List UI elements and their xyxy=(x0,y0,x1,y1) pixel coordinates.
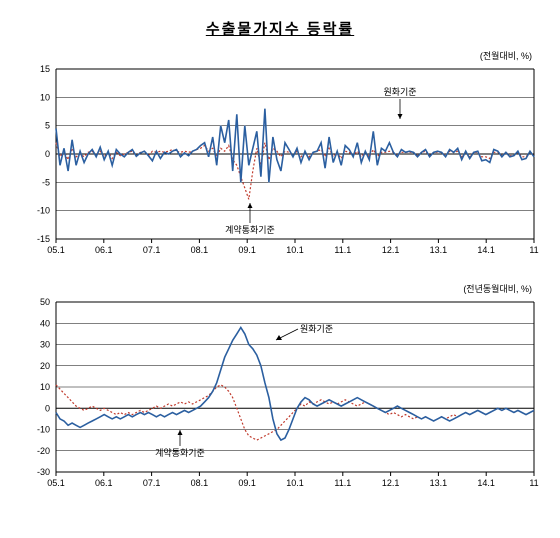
svg-text:계약통화기준: 계약통화기준 xyxy=(225,224,275,235)
svg-text:20: 20 xyxy=(40,361,50,371)
svg-text:0: 0 xyxy=(45,403,50,413)
svg-text:-10: -10 xyxy=(37,425,50,435)
chart-container: 수출물가지수 등락률 (전월대비, %) -15 -10 -5 0 5 10 15 05.1 0… xyxy=(0,0,560,537)
svg-text:-20: -20 xyxy=(37,446,50,456)
svg-text:08.1: 08.1 xyxy=(191,245,209,255)
chart-yoy-subtitle: (전년동월대비, %) xyxy=(463,282,532,295)
svg-text:0: 0 xyxy=(45,149,50,159)
svg-text:11.1: 11.1 xyxy=(334,245,351,255)
svg-text:12.1: 12.1 xyxy=(382,478,400,488)
svg-text:14.1: 14.1 xyxy=(477,245,495,255)
svg-text:-30: -30 xyxy=(37,467,50,477)
svg-text:10: 10 xyxy=(40,382,50,392)
svg-text:08.1: 08.1 xyxy=(191,478,209,488)
svg-text:06.1: 06.1 xyxy=(95,245,113,255)
svg-text:14.1: 14.1 xyxy=(477,478,495,488)
svg-text:5: 5 xyxy=(45,121,50,131)
svg-text:13.1: 13.1 xyxy=(430,478,448,488)
svg-text:10.1: 10.1 xyxy=(286,478,304,488)
svg-text:11: 11 xyxy=(529,245,538,255)
svg-text:10.1: 10.1 xyxy=(286,245,304,255)
svg-text:-5: -5 xyxy=(42,177,50,187)
svg-text:09.1: 09.1 xyxy=(238,245,256,255)
svg-text:계약통화기준: 계약통화기준 xyxy=(155,447,205,458)
svg-text:10: 10 xyxy=(40,92,50,102)
svg-text:-10: -10 xyxy=(37,206,50,216)
chart-mom-svg: -15 -10 -5 0 5 10 15 05.1 06.1 07.1 08.1 09.1 10.1 11… xyxy=(12,63,548,268)
chart-yoy: (전년동월대비, %) -30-20-100102030405005.106.1… xyxy=(12,296,548,501)
chart-mom: (전월대비, %) -15-10-505101505.106.107.108.1… xyxy=(12,63,548,268)
svg-text:05.1: 05.1 xyxy=(47,245,65,255)
page-title: 수출물가지수 등락률 xyxy=(12,18,548,39)
svg-text:07.1: 07.1 xyxy=(143,245,161,255)
svg-text:15: 15 xyxy=(40,64,50,74)
chart-yoy-svg: -30 -20 -10 0 10 20 30 40 50 05.1 06.1 07.1 08.1 09.1… xyxy=(12,296,548,501)
svg-text:40: 40 xyxy=(40,318,50,328)
svg-text:11: 11 xyxy=(529,478,538,488)
svg-text:원화기준: 원화기준 xyxy=(383,87,416,97)
svg-text:11.1: 11.1 xyxy=(334,478,351,488)
svg-text:30: 30 xyxy=(40,340,50,350)
svg-text:13.1: 13.1 xyxy=(430,245,448,255)
svg-text:12.1: 12.1 xyxy=(382,245,400,255)
svg-text:05.1: 05.1 xyxy=(47,478,65,488)
svg-text:-15: -15 xyxy=(37,234,50,244)
svg-text:07.1: 07.1 xyxy=(143,478,161,488)
svg-text:06.1: 06.1 xyxy=(95,478,113,488)
svg-text:원화기준: 원화기준 xyxy=(300,324,333,334)
svg-text:50: 50 xyxy=(40,297,50,307)
chart-mom-subtitle: (전월대비, %) xyxy=(480,49,532,62)
svg-text:09.1: 09.1 xyxy=(238,478,256,488)
